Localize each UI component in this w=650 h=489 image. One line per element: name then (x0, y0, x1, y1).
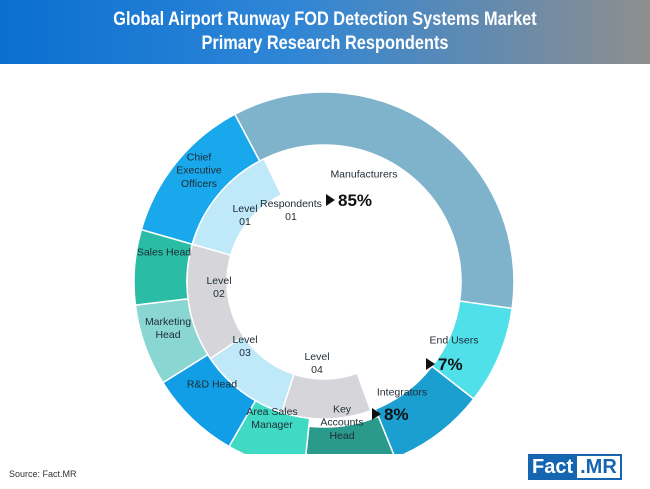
value-label-integrators: 8% (384, 405, 409, 424)
slice-label-integrators: Integrators (377, 387, 427, 399)
center-label: Respondents 01 (260, 198, 322, 223)
source-note: Source: Fact.MR (9, 469, 77, 479)
outer-slice-manufacturers (233, 91, 515, 310)
chart-header: Global Airport Runway FOD Detection Syst… (0, 0, 650, 64)
slice-label-end-users: End Users (429, 335, 478, 347)
slice-label-randd-head: R&D Head (187, 379, 237, 391)
slice-label-sales-head: Sales Head (137, 247, 191, 259)
value-label-manufacturers: 85% (338, 191, 372, 210)
level-label-level-03: Level 03 (232, 334, 257, 359)
slice-label-manufacturers: Manufacturers (330, 169, 397, 181)
level-label-level-04: Level 04 (304, 351, 329, 376)
level-label-level-01: Level 01 (232, 203, 257, 228)
donut-chart: Manufacturers 85% End Users 7% Integrators 8%… (133, 91, 515, 454)
slice-label-area-sales-manager: Area Sales Manager (246, 406, 297, 431)
factmr-logo: Fact .MR (528, 454, 622, 480)
slice-label-chief-executive-officers: Chief Executive Officers (176, 152, 222, 190)
inner-slice-level-02 (186, 243, 245, 360)
value-marker-icon (372, 408, 381, 420)
value-marker-icon (326, 194, 335, 206)
logo-part-fact: Fact (528, 454, 578, 480)
chart-title: Global Airport Runway FOD Detection Syst… (113, 9, 537, 30)
level-label-level-02: Level 02 (206, 275, 231, 300)
slice-label-marketing-head: Marketing Head (145, 316, 191, 341)
chart-subtitle: Primary Research Respondents (201, 33, 449, 54)
logo-part-mr: .MR (577, 454, 622, 480)
value-label-end-users: 7% (438, 355, 463, 374)
slice-label-key-accounts-head: Key Accounts Head (320, 404, 363, 442)
value-marker-icon (426, 358, 435, 370)
donut-hole (227, 185, 421, 379)
